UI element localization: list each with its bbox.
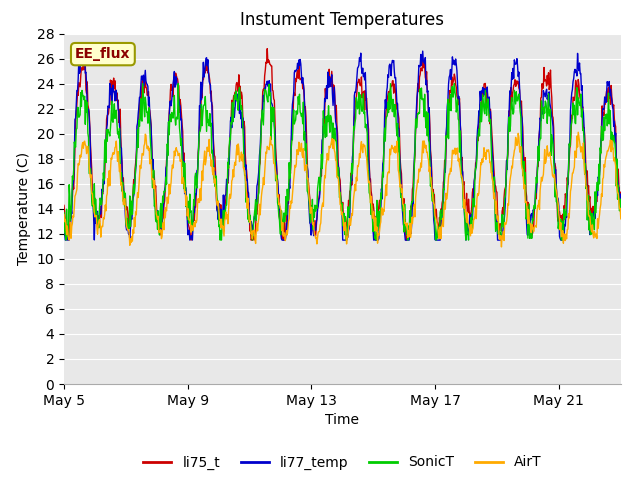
li77_temp	[61, 237, 69, 243]
Text: EE_flux: EE_flux	[75, 47, 131, 61]
Line: AirT: AirT	[64, 132, 621, 247]
SonicT	[81, 94, 88, 99]
li75_t	[294, 68, 301, 73]
Y-axis label: Temperature (C): Temperature (C)	[17, 152, 31, 265]
Line: SonicT: SonicT	[64, 84, 621, 240]
AirT	[292, 161, 300, 167]
li75_t	[60, 203, 68, 208]
AirT	[60, 212, 68, 217]
li75_t	[188, 237, 195, 243]
AirT	[574, 130, 582, 135]
li75_t	[264, 46, 271, 51]
li77_temp	[617, 211, 625, 217]
SonicT	[617, 209, 625, 215]
SonicT	[294, 110, 301, 116]
li75_t	[80, 67, 88, 72]
SonicT	[60, 210, 68, 216]
li77_temp	[77, 45, 84, 51]
SonicT	[264, 99, 272, 105]
li77_temp	[294, 60, 301, 66]
Title: Instument Temperatures: Instument Temperatures	[241, 11, 444, 29]
li77_temp	[377, 206, 385, 212]
SonicT	[377, 190, 385, 196]
li75_t	[192, 204, 200, 210]
AirT	[617, 216, 625, 222]
li77_temp	[60, 232, 68, 238]
SonicT	[193, 182, 200, 188]
li75_t	[617, 194, 625, 200]
SonicT	[511, 95, 519, 100]
Line: li77_temp: li77_temp	[64, 48, 621, 240]
Legend: li75_t, li77_temp, SonicT, AirT: li75_t, li77_temp, SonicT, AirT	[138, 450, 547, 475]
li75_t	[264, 60, 272, 66]
AirT	[191, 224, 199, 229]
AirT	[376, 228, 383, 234]
li77_temp	[264, 84, 272, 89]
SonicT	[139, 81, 147, 86]
li75_t	[377, 197, 385, 203]
X-axis label: Time: Time	[325, 413, 360, 427]
li77_temp	[193, 192, 200, 197]
AirT	[263, 151, 271, 156]
li77_temp	[511, 60, 519, 66]
AirT	[80, 139, 88, 145]
Line: li75_t: li75_t	[64, 48, 621, 240]
AirT	[511, 148, 518, 154]
li77_temp	[81, 71, 89, 76]
SonicT	[62, 237, 70, 243]
AirT	[497, 244, 505, 250]
li75_t	[511, 77, 519, 83]
